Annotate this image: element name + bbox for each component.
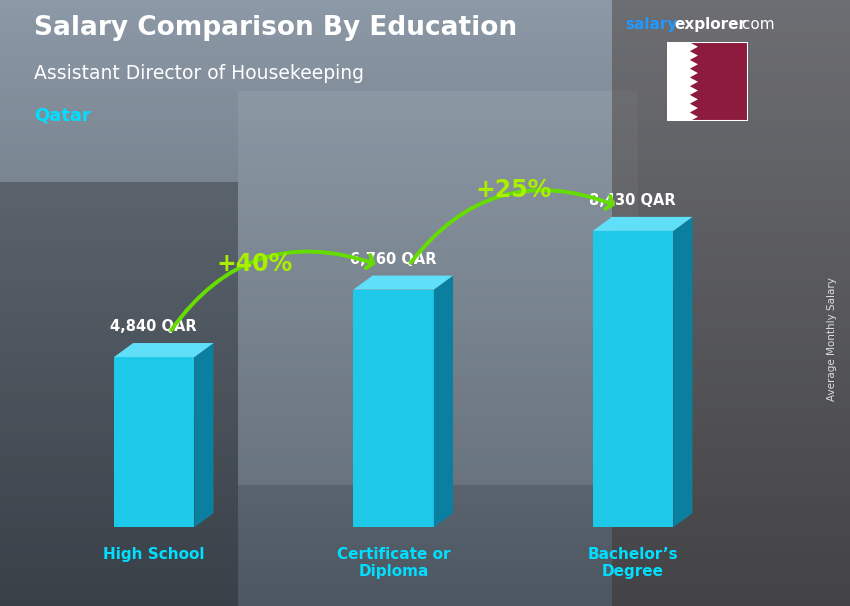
- Polygon shape: [667, 42, 748, 121]
- Text: Average Monthly Salary: Average Monthly Salary: [827, 278, 837, 401]
- Polygon shape: [434, 276, 453, 527]
- Text: Salary Comparison By Education: Salary Comparison By Education: [34, 15, 517, 41]
- Text: +40%: +40%: [217, 251, 293, 276]
- Polygon shape: [114, 357, 195, 527]
- Polygon shape: [667, 42, 698, 121]
- Text: Qatar: Qatar: [34, 106, 91, 124]
- Text: explorer: explorer: [674, 17, 746, 32]
- Polygon shape: [238, 91, 638, 485]
- Polygon shape: [592, 217, 693, 231]
- Text: .com: .com: [738, 17, 775, 32]
- Polygon shape: [592, 231, 673, 527]
- Text: salary: salary: [625, 17, 677, 32]
- Polygon shape: [0, 182, 238, 606]
- Polygon shape: [354, 290, 434, 527]
- Polygon shape: [114, 343, 213, 357]
- Text: 6,760 QAR: 6,760 QAR: [349, 251, 436, 267]
- Text: Assistant Director of Housekeeping: Assistant Director of Housekeeping: [34, 64, 364, 82]
- Text: +25%: +25%: [475, 178, 552, 202]
- Polygon shape: [354, 276, 453, 290]
- Text: 8,430 QAR: 8,430 QAR: [589, 193, 676, 208]
- Text: 4,840 QAR: 4,840 QAR: [110, 319, 196, 335]
- Polygon shape: [673, 217, 693, 527]
- Polygon shape: [195, 343, 213, 527]
- Polygon shape: [612, 0, 850, 606]
